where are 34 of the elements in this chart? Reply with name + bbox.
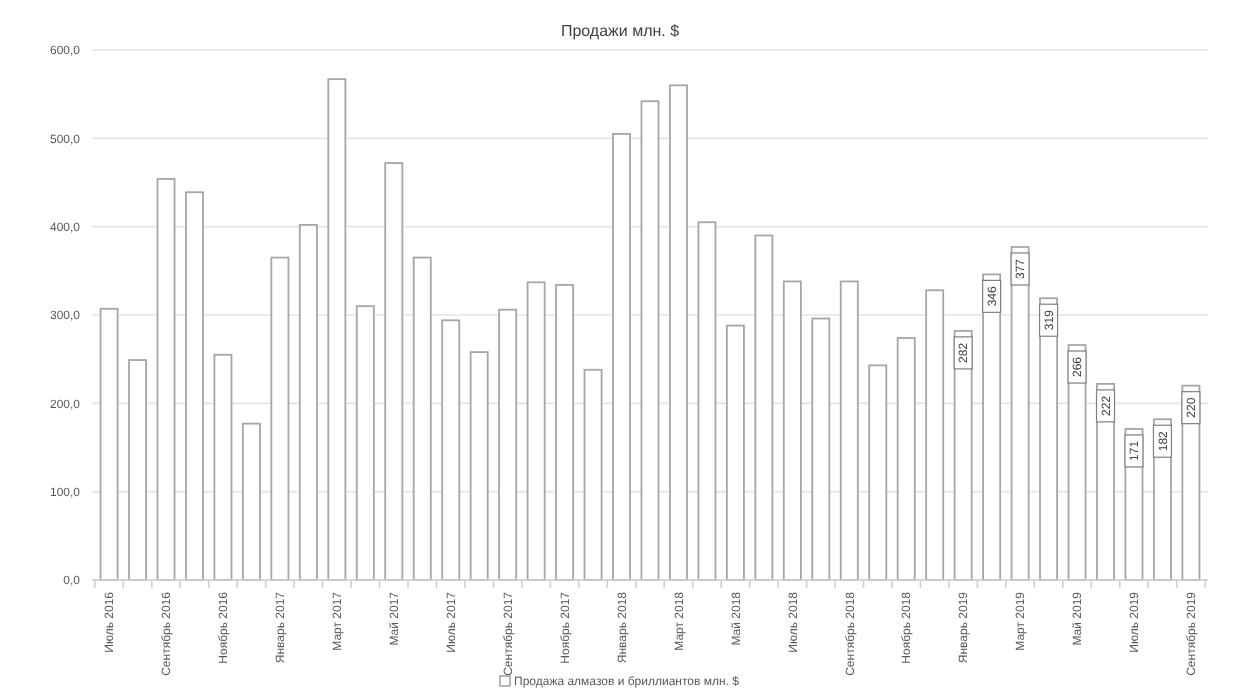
bar [1010,246,1030,581]
bar [839,280,859,581]
bar [498,308,518,581]
bar [555,284,575,581]
bar [355,305,375,581]
bar [896,337,916,581]
bar [99,307,119,581]
bar [241,422,261,581]
bar [725,324,745,581]
bar [213,353,233,581]
bar [412,256,432,581]
chart-title: Продажи млн. $ [560,22,681,40]
bar [583,368,603,581]
bar [925,289,945,581]
bar [128,359,147,581]
bar [270,256,290,581]
bar [982,273,1002,581]
bar [156,178,176,581]
bar [669,84,688,581]
bar [811,317,831,581]
bar [782,280,802,581]
bar [640,100,660,581]
bar [441,319,461,581]
bar [697,221,717,581]
bar [469,351,489,581]
bar [185,191,204,581]
bar [526,281,546,581]
bar [868,364,888,581]
bar [612,133,631,581]
bar [327,78,347,581]
bar [298,224,318,581]
bar [754,234,774,581]
bar [953,330,973,581]
bar [384,162,404,581]
